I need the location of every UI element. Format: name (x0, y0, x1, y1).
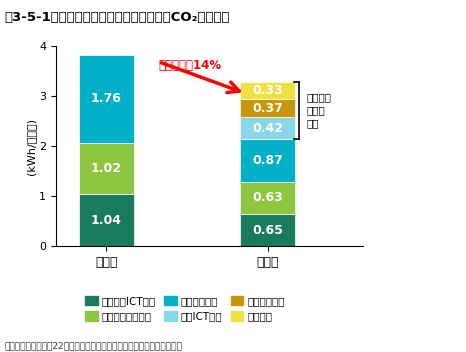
Text: 0.42: 0.42 (252, 121, 283, 134)
Bar (240, 82, 295, 99)
Bar (240, 118, 295, 139)
Text: 0.87: 0.87 (252, 154, 283, 167)
Text: 資料：総務省「平成22年度次世代のテレワーク環境に関する調査研究」: 資料：総務省「平成22年度次世代のテレワーク環境に関する調査研究」 (5, 341, 183, 350)
Bar (240, 99, 295, 118)
Text: 1.02: 1.02 (91, 162, 122, 175)
Bar (79, 55, 134, 143)
Legend: オフィスICT機器, オフィス空調設備, オフィス照明, 家庭ICT機器, 家庭空調設備, 家庭照明: オフィスICT機器, オフィス空調設備, オフィス照明, 家庭ICT機器, 家庭… (81, 292, 289, 326)
Y-axis label: (kWh/人・日): (kWh/人・日) (26, 118, 36, 175)
Text: 電力削減率14%: 電力削減率14% (158, 59, 222, 72)
Bar (79, 143, 134, 194)
Bar (240, 214, 295, 246)
Text: 0.37: 0.37 (252, 102, 283, 115)
Text: 0.33: 0.33 (252, 84, 283, 97)
Bar (79, 194, 134, 246)
Text: 0.65: 0.65 (252, 224, 283, 237)
Text: 在宅勤務
による
電力: 在宅勤務 による 電力 (307, 92, 331, 129)
Bar (240, 139, 295, 182)
Text: 1.04: 1.04 (91, 214, 122, 227)
Text: 0.63: 0.63 (252, 191, 283, 205)
Bar (240, 182, 295, 214)
Text: 図3-5-1　テレワークによるオフィスでのCO₂削減効果: 図3-5-1 テレワークによるオフィスでのCO₂削減効果 (5, 11, 230, 24)
Text: 1.76: 1.76 (91, 93, 122, 106)
